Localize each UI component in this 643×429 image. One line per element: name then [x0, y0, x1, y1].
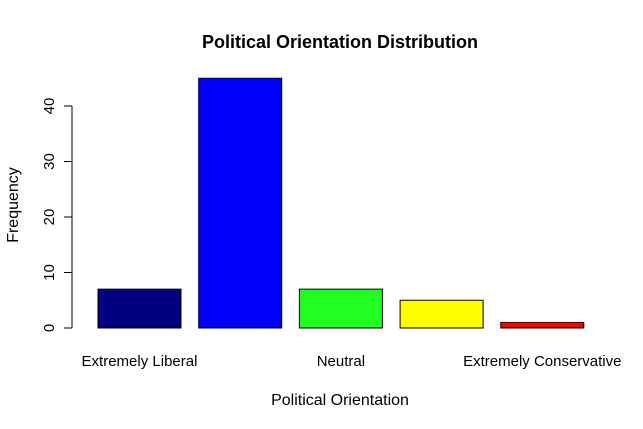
bars-group — [97, 77, 585, 329]
bar-conservative — [399, 299, 484, 329]
y-tick-label: 10 — [41, 264, 58, 281]
y-tick-label: 40 — [41, 98, 58, 115]
x-tick-label: Neutral — [317, 353, 365, 370]
x-tick-labels: Extremely Liberal Neutral Extremely Conser… — [82, 353, 622, 370]
x-axis-label: Political Orientation — [271, 392, 409, 409]
bar-liberal — [198, 77, 283, 329]
y-tick-label: 0 — [41, 324, 58, 332]
bar-extremely-conservative — [500, 321, 585, 329]
x-tick-label: Extremely Conservative — [463, 353, 621, 370]
y-tick-label: 20 — [41, 209, 58, 226]
y-tick-label: 30 — [41, 153, 58, 170]
bar-neutral — [298, 288, 383, 329]
bar-extremely-liberal — [97, 288, 182, 329]
y-axis: 0 10 20 30 40 — [41, 98, 73, 332]
chart-title: Political Orientation Distribution — [202, 32, 478, 52]
y-axis-label: Frequency — [5, 167, 22, 243]
x-tick-label: Extremely Liberal — [82, 353, 198, 370]
